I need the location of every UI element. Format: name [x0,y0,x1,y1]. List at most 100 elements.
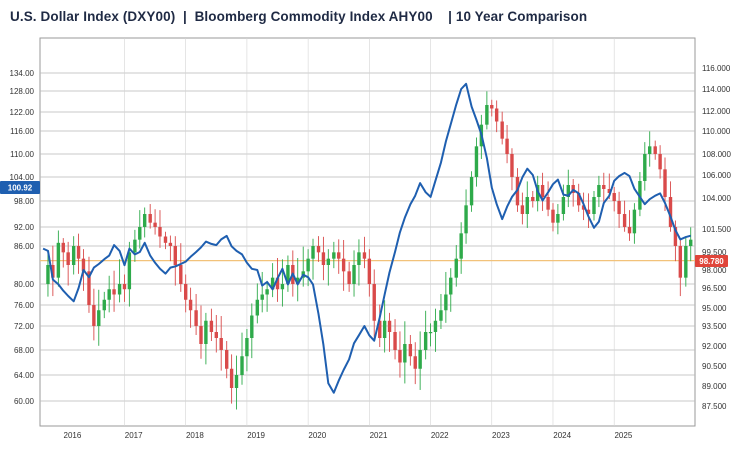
candle-body [632,209,637,234]
right-tick-label: 101.500 [702,225,731,234]
left-tick-label: 134.00 [10,69,35,78]
candle-body [81,258,86,272]
candle-body [199,326,203,344]
right-tick-label: 87.500 [702,402,727,411]
candle-body [597,185,601,197]
candle-body [627,227,632,234]
candle-body [296,277,300,284]
candle-body [112,289,116,295]
left-tick-label: 60.00 [14,397,35,406]
left-value-badge: 100.92 [0,181,40,194]
candle-body [337,252,341,259]
candle-body [454,258,458,278]
candle-body [673,227,678,246]
candle-body [367,258,372,284]
grid-lines [40,38,695,426]
candle-body [158,227,162,237]
candle-body [229,368,234,388]
candle-body [332,252,336,259]
candle-body [531,197,535,201]
candle-body [643,154,647,181]
left-tick-label: 116.00 [10,127,34,136]
right-tick-label: 116.000 [702,64,731,73]
candle-body [250,315,254,338]
candle-body [490,105,494,109]
candle-body [97,310,101,326]
candle-body [678,246,683,278]
candle-body [311,246,315,259]
x-tick-label: 2021 [370,431,388,440]
candle-body [46,265,50,284]
candle-body [188,299,193,311]
candle-body [663,169,667,197]
candle-body [546,197,550,210]
x-tick-label: 2023 [492,431,510,440]
candle-body [117,284,122,295]
candle-body [240,356,244,375]
candle-body [494,108,499,122]
left-tick-label: 122.00 [10,108,35,117]
candle-body [592,197,596,214]
candle-body [393,332,397,350]
right-tick-label: 93.500 [702,322,727,331]
left-value-badge-text: 100.92 [8,184,33,193]
right-tick-label: 90.500 [702,362,727,371]
candle-body [617,201,621,214]
left-tick-label: 68.00 [14,346,35,355]
right-value-badge: 98.780 [695,255,728,267]
candle-body [423,332,428,350]
candle-body [485,105,489,125]
candle-body [209,320,214,332]
candle-body [668,197,673,227]
right-tick-label: 95.000 [702,304,727,313]
x-tick-label: 2025 [614,431,632,440]
candle-body [433,320,438,332]
right-tick-label: 96.500 [702,284,727,293]
candle-body [326,258,331,265]
candle-body [658,154,662,170]
candle-body [127,252,132,290]
left-tick-label: 110.00 [10,150,34,159]
candle-body [219,338,223,350]
candle-body [556,214,560,223]
candle-body [362,252,367,259]
candle-body [183,284,188,300]
candle-body [566,185,570,197]
candle-body [520,205,525,214]
candle-body [260,294,264,300]
candle-body [352,265,356,284]
candle-body [540,185,545,197]
candle-body [464,205,468,234]
right-axis: 116.000 114.000 112.000 110.000 108.000 106.0… [702,64,731,411]
candle-body [76,246,81,259]
candle-body [403,344,407,363]
candle-body [586,209,591,214]
candle-body [418,350,422,369]
right-tick-label: 99.500 [702,248,727,257]
x-tick-label: 2024 [553,431,571,440]
candle-body [107,289,111,300]
candle-body [469,177,474,206]
candle-body [214,332,218,338]
left-tick-label: 104.00 [10,173,35,182]
right-value-badge-text: 98.780 [699,257,724,266]
candle-body [173,246,177,265]
left-tick-label: 64.00 [14,371,35,380]
chart-title: U.S. Dollar Index (DXY00) | Bloomberg Co… [10,9,588,24]
candle-body [194,310,198,326]
candle-body [179,265,183,284]
candle-body [689,239,693,246]
x-axis: 2016 2017 2018 2019 2020 2021 2022 2023 2024 2025 [64,431,633,440]
candle-body [602,185,606,189]
right-tick-label: 110.000 [702,127,731,136]
candle-body [505,138,509,154]
candle-body [204,320,208,344]
candle-body [71,246,76,265]
candle-body [372,284,376,321]
x-tick-label: 2020 [308,431,326,440]
candle-body [398,350,402,363]
candle-body [66,252,70,265]
candle-body [347,271,351,284]
candle-body [387,320,392,332]
dollar-index-series [42,82,691,394]
